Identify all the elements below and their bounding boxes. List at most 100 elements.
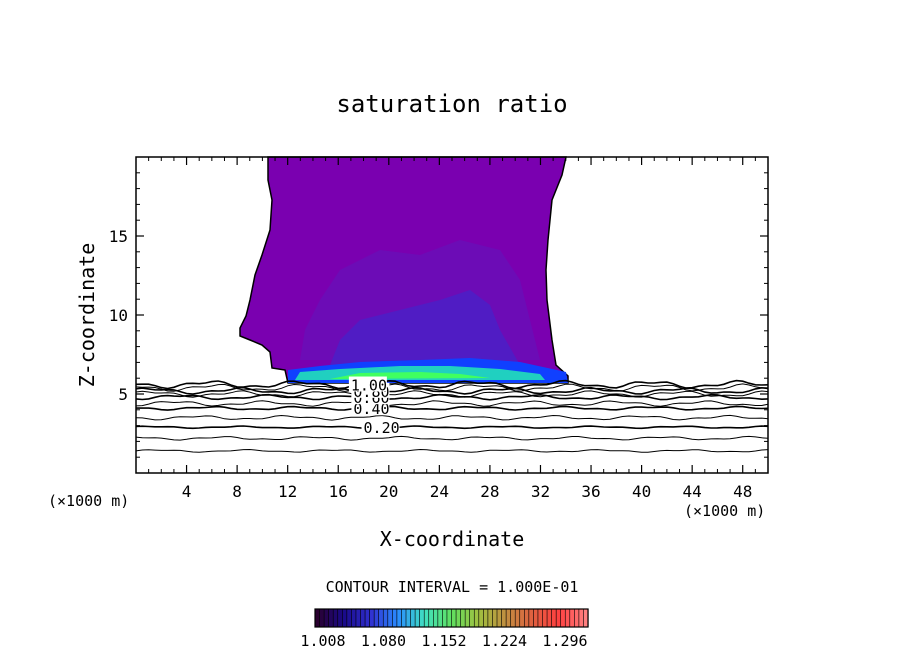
x-tick-label: 16 bbox=[329, 482, 348, 501]
colorbar-cell bbox=[351, 608, 357, 628]
colorbar-cell bbox=[319, 608, 325, 628]
colorbar-cell bbox=[382, 608, 389, 628]
y-tick-label: 15 bbox=[109, 227, 128, 246]
x-tick-label: 12 bbox=[278, 482, 297, 501]
colorbar-cell bbox=[460, 608, 466, 628]
colorbar-cell bbox=[355, 608, 362, 628]
colorbar-cell bbox=[423, 608, 430, 628]
colorbar-cell bbox=[401, 608, 407, 628]
y-tick-label: 10 bbox=[109, 306, 128, 325]
colorbar-cell bbox=[405, 608, 412, 628]
colorbar-cell bbox=[510, 608, 516, 628]
colorbar-cell bbox=[346, 608, 353, 628]
colorbar-cell bbox=[533, 608, 539, 628]
chart-title: saturation ratio bbox=[336, 90, 567, 118]
colorbar-frame bbox=[314, 608, 589, 628]
x-tick-label: 36 bbox=[581, 482, 600, 501]
x-tick-label: 8 bbox=[232, 482, 242, 501]
x-unit-left: (×1000 m) bbox=[48, 492, 129, 510]
colorbar-cell bbox=[323, 608, 330, 628]
colorbar-cell bbox=[442, 608, 448, 628]
contour-line-minor bbox=[135, 383, 769, 392]
x-tick-label: 40 bbox=[632, 482, 651, 501]
colorbar-cell bbox=[492, 608, 498, 628]
colorbar-cell bbox=[446, 608, 453, 628]
x-tick-label: 4 bbox=[182, 482, 192, 501]
x-unit-right: (×1000 m) bbox=[684, 502, 765, 520]
contour-line-minor bbox=[135, 390, 769, 398]
colorbar-cell bbox=[542, 608, 548, 628]
colorbar-cell bbox=[451, 608, 457, 628]
contour-line bbox=[135, 379, 769, 390]
colorbar-cell bbox=[373, 608, 380, 628]
colorbar-cell bbox=[483, 608, 489, 628]
colorbar-cell bbox=[551, 608, 557, 628]
colorbar-cell bbox=[419, 608, 425, 628]
contour-line bbox=[135, 425, 769, 430]
colorbar bbox=[314, 608, 589, 628]
x-tick-label: 44 bbox=[683, 482, 702, 501]
colorbar-cell bbox=[332, 608, 339, 628]
x-tick-label: 28 bbox=[480, 482, 499, 501]
colorbar-cell bbox=[496, 608, 503, 628]
colorbar-cell bbox=[560, 608, 566, 628]
colorbar-cell bbox=[478, 608, 484, 628]
colorbar-cell bbox=[469, 608, 475, 628]
colorbar-cell bbox=[564, 608, 571, 628]
colorbar-cell bbox=[341, 608, 348, 628]
contour-line-minor bbox=[135, 400, 769, 407]
contour-label-bg bbox=[361, 419, 400, 435]
cloud-core-fill bbox=[330, 290, 520, 365]
contour-line bbox=[136, 405, 769, 411]
colorbar-cell bbox=[455, 608, 462, 628]
colorbar-cell bbox=[410, 608, 416, 628]
colorbar-ticks: 1.008 1.080 1.152 1.224 1.296 bbox=[300, 632, 587, 650]
colorbar-cell bbox=[501, 608, 507, 628]
colorbar-cell bbox=[360, 608, 366, 628]
contour-line-minor bbox=[135, 448, 769, 453]
x-tick-label: 48 bbox=[733, 482, 752, 501]
x-ticks: 4 8 12 16 20 24 28 32 36 40 44 48 bbox=[148, 157, 756, 501]
x-tick-label: 20 bbox=[379, 482, 398, 501]
y-axis-label: Z-coordinate bbox=[75, 243, 99, 388]
colorbar-cell bbox=[378, 608, 384, 628]
y-tick-label: 5 bbox=[118, 385, 128, 404]
colorbar-cell bbox=[546, 608, 553, 628]
colorbar-cell bbox=[314, 608, 321, 628]
colorbar-cell bbox=[364, 608, 371, 628]
contour-label-bg bbox=[348, 376, 387, 392]
contour-label: 0.40 bbox=[353, 400, 389, 418]
colorbar-cell bbox=[328, 608, 334, 628]
x-axis-label: X-coordinate bbox=[380, 527, 525, 551]
saturated-region bbox=[239, 156, 569, 384]
colorbar-cell bbox=[578, 608, 585, 628]
y-ticks: 5 10 15 bbox=[109, 172, 768, 458]
contour-interval-text: CONTOUR INTERVAL = 1.000E-01 bbox=[326, 578, 579, 596]
colorbar-tick-label: 1.224 bbox=[482, 632, 527, 650]
colorbar-tick-label: 1.080 bbox=[361, 632, 406, 650]
contour-line bbox=[135, 393, 769, 401]
colorbar-cell bbox=[574, 608, 580, 628]
colorbar-cell bbox=[337, 608, 343, 628]
colorbar-cell bbox=[392, 608, 398, 628]
colorbar-cell bbox=[369, 608, 375, 628]
colorbar-cell bbox=[537, 608, 544, 628]
colorbar-cell bbox=[555, 608, 562, 628]
contour-line-minor bbox=[135, 414, 769, 421]
colorbar-tick-label: 1.008 bbox=[300, 632, 345, 650]
colorbar-cell bbox=[523, 608, 530, 628]
colorbar-tick-label: 1.152 bbox=[421, 632, 466, 650]
contour-label: 1.00 bbox=[351, 377, 387, 395]
colorbar-cell bbox=[514, 608, 521, 628]
colorbar-cell bbox=[473, 608, 480, 628]
colorbar-cell bbox=[387, 608, 393, 628]
colorbar-cell bbox=[428, 608, 434, 628]
contour-line-minor bbox=[135, 435, 769, 441]
colorbar-cell bbox=[528, 608, 534, 628]
colorbar-cell bbox=[396, 608, 403, 628]
colorbar-cell bbox=[519, 608, 525, 628]
contour-lines bbox=[135, 379, 769, 453]
colorbar-cell bbox=[464, 608, 471, 628]
colorbar-tick-label: 1.296 bbox=[542, 632, 587, 650]
